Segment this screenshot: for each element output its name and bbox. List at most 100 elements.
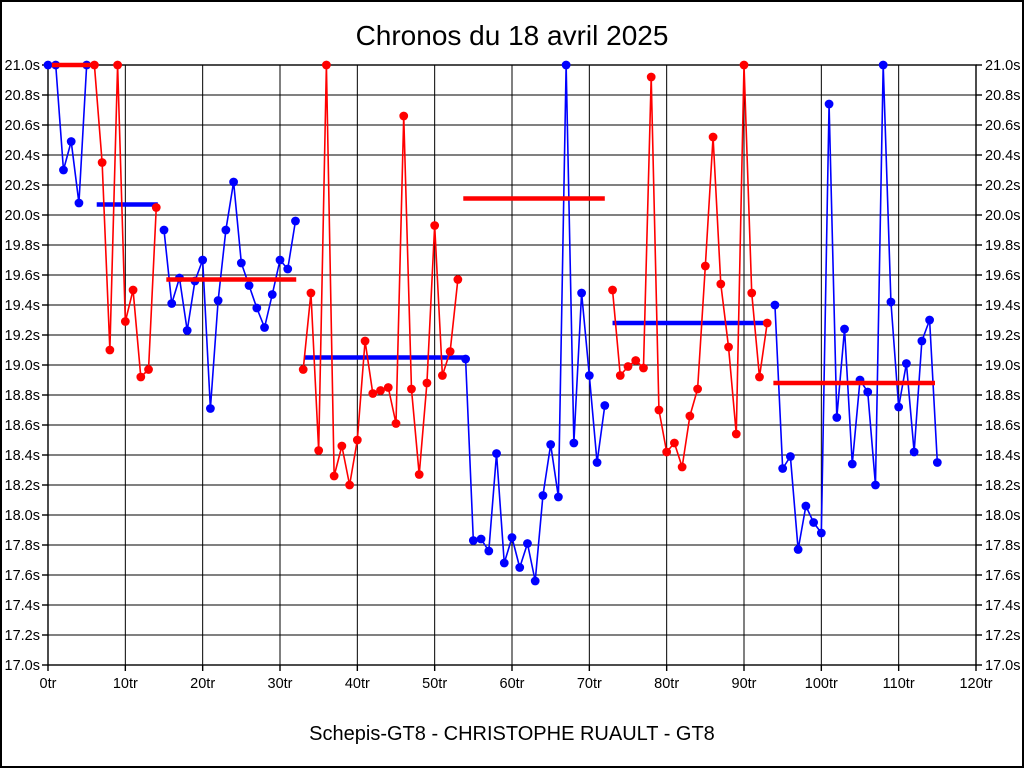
series-blue-point	[554, 492, 563, 502]
series-blue-line	[163, 181, 297, 410]
y-tick-label-left: 20.4s	[5, 148, 40, 164]
series-blue-point	[206, 404, 215, 413]
series-blue-point	[538, 491, 548, 500]
y-tick-label-left: 19.2s	[5, 328, 40, 344]
series-blue-point	[468, 536, 478, 545]
series-red-point	[646, 72, 656, 82]
series-blue-point	[43, 60, 53, 70]
y-tick-label-left: 18.6s	[5, 418, 40, 434]
y-tick-label-right: 17.0s	[985, 658, 1020, 674]
x-tick-label: 100tr	[805, 676, 838, 692]
y-tick-label-left: 18.8s	[5, 388, 40, 404]
series-blue-point	[159, 225, 169, 235]
x-tick-label: 0tr	[40, 676, 57, 692]
y-tick-label-right: 20.0s	[985, 208, 1020, 224]
series-blue-point	[902, 359, 911, 368]
series-blue-point	[523, 539, 532, 548]
series-blue-point	[909, 447, 919, 457]
y-tick-label-left: 17.4s	[5, 598, 40, 614]
y-tick-label-left: 20.6s	[5, 118, 40, 134]
series-red-point	[677, 462, 687, 472]
y-tick-label-right: 19.0s	[985, 358, 1020, 374]
series-red-point	[337, 441, 347, 451]
y-tick-label-left: 18.4s	[5, 448, 40, 464]
x-tick-label: 50tr	[422, 676, 447, 692]
series-red-point	[762, 318, 772, 328]
series-blue-point	[476, 534, 486, 544]
x-tick-label: 120tr	[959, 676, 992, 692]
series-red-point	[414, 470, 424, 479]
series-red-point	[700, 261, 710, 271]
x-tick-label: 30tr	[268, 676, 293, 692]
series-blue-point	[275, 255, 285, 265]
series-blue-point	[291, 216, 300, 226]
series-blue-point	[847, 459, 857, 469]
series-red-point	[399, 111, 409, 121]
y-tick-label-left: 20.2s	[5, 178, 40, 194]
x-tick-label: 20tr	[190, 676, 215, 692]
series-blue-point	[546, 440, 556, 449]
series-red-point	[352, 435, 362, 445]
y-tick-label-left: 17.6s	[5, 568, 40, 584]
y-tick-label-right: 18.4s	[985, 448, 1020, 464]
y-tick-label-right: 19.2s	[985, 328, 1020, 344]
series-blue-point	[793, 545, 803, 554]
y-tick-label-left: 19.6s	[5, 268, 40, 284]
series-red-point	[144, 365, 153, 374]
series-blue-point	[786, 452, 795, 461]
series-blue-point	[840, 324, 849, 334]
series-blue-point	[878, 60, 888, 70]
series-blue-point	[507, 533, 517, 542]
series-blue-point	[886, 297, 896, 307]
series-blue-point	[832, 413, 842, 422]
series-blue-point	[283, 264, 293, 274]
series-red-point	[654, 405, 664, 415]
x-tick-label: 40tr	[345, 676, 370, 692]
series-blue-point	[932, 458, 942, 467]
y-tick-label-right: 18.8s	[985, 388, 1020, 404]
series-blue-point	[229, 177, 239, 187]
series-blue-point	[584, 371, 594, 380]
series-blue-line	[48, 64, 88, 204]
y-tick-label-right: 17.4s	[985, 598, 1020, 614]
series-red-point	[97, 158, 107, 167]
series-red-point	[136, 372, 146, 382]
series-red-point	[345, 480, 354, 490]
series-blue-point	[577, 288, 586, 298]
series-red-point	[608, 285, 617, 295]
y-tick-label-left: 18.0s	[5, 508, 40, 524]
x-tick-label: 90tr	[732, 676, 757, 692]
series-blue-point	[863, 387, 873, 397]
x-tick-label: 70tr	[577, 676, 602, 692]
series-red-point	[623, 362, 633, 371]
y-tick-label-right: 20.4s	[985, 148, 1020, 164]
series-red-point	[128, 285, 138, 295]
chart-title: Chronos du 18 avril 2025	[355, 20, 669, 51]
series-red-point	[685, 411, 695, 421]
series-blue-point	[809, 518, 818, 527]
series-blue-point	[213, 296, 223, 305]
series-red-point	[716, 279, 726, 289]
y-tick-label-right: 20.8s	[985, 88, 1020, 104]
y-tick-label-right: 17.2s	[985, 628, 1020, 644]
series-red-point	[747, 288, 757, 298]
series-red-point	[407, 384, 416, 394]
series-red-point	[615, 371, 625, 380]
y-tick-label-right: 18.6s	[985, 418, 1020, 434]
series-red-point	[113, 60, 122, 70]
series-red-point	[383, 383, 393, 392]
series-red-point	[430, 221, 440, 230]
series-red-point	[90, 60, 99, 70]
y-tick-label-right: 20.6s	[985, 118, 1020, 134]
series-blue-line	[464, 64, 606, 582]
x-tick-label: 80tr	[654, 676, 679, 692]
series-red-point	[151, 203, 161, 212]
y-tick-label-right: 18.0s	[985, 508, 1020, 524]
series-blue-point	[894, 402, 904, 412]
series-blue-point	[499, 558, 509, 568]
series-blue-point	[600, 401, 610, 410]
series-blue-line	[774, 64, 939, 551]
series-blue-point	[244, 281, 254, 290]
series-red-point	[391, 419, 401, 428]
y-tick-label-left: 19.4s	[5, 298, 40, 314]
